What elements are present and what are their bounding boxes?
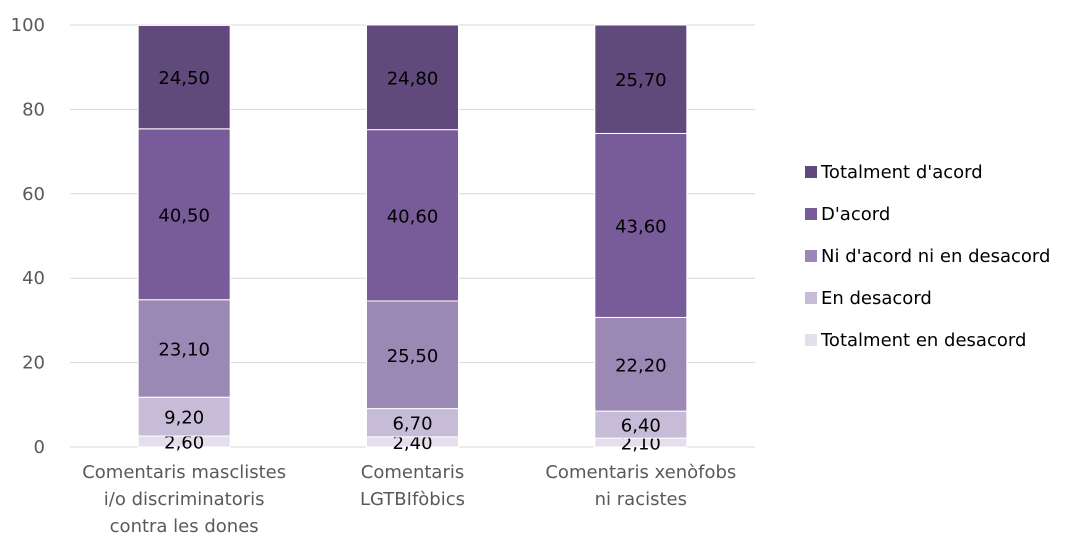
bar-segment	[594, 24, 688, 134]
legend-label: Ni d'acord ni en desacord	[821, 246, 1050, 267]
x-category-label: ni racistes	[595, 489, 687, 510]
bar-segment	[594, 132, 688, 318]
data-label: 24,80	[387, 68, 439, 89]
data-label: 23,10	[158, 339, 210, 360]
y-tick-label: 80	[22, 99, 45, 120]
legend-label: En desacord	[821, 288, 932, 309]
data-label: 6,70	[392, 414, 432, 435]
data-label: 9,20	[164, 408, 204, 429]
x-category-label: contra les dones	[110, 516, 259, 537]
bar-segment	[137, 24, 231, 130]
x-category-label: i/o discriminatoris	[104, 489, 265, 510]
y-tick-label: 20	[22, 353, 45, 374]
bar-segment	[366, 300, 459, 410]
bar-segment	[366, 24, 459, 131]
data-label: 22,20	[615, 355, 667, 376]
bar-segment	[137, 396, 231, 437]
bar-segment	[594, 316, 688, 412]
bar-segment	[366, 129, 459, 302]
legend-label: Totalment en desacord	[820, 330, 1026, 351]
y-tick-label: 60	[22, 184, 45, 205]
legend-label: D'acord	[821, 204, 890, 225]
legend-swatch	[805, 334, 817, 346]
data-label: 40,50	[158, 205, 210, 226]
legend-swatch	[805, 208, 817, 220]
data-label: 2,10	[621, 434, 661, 455]
legend-swatch	[805, 250, 817, 262]
data-label: 24,50	[158, 68, 210, 89]
y-tick-label: 100	[11, 15, 45, 36]
legend-label: Totalment d'acord	[820, 162, 983, 183]
data-label: 43,60	[615, 216, 667, 237]
x-category-label: Comentaris masclistes	[82, 462, 286, 483]
x-category-label: LGTBIfòbics	[360, 489, 465, 510]
bar-segment	[594, 410, 688, 439]
bar-segment	[366, 408, 459, 438]
data-label: 2,40	[392, 433, 432, 454]
x-category-label: Comentaris xenòfobs	[545, 462, 736, 483]
data-label: 2,60	[164, 433, 204, 454]
y-tick-label: 0	[34, 437, 45, 458]
legend-swatch	[805, 292, 817, 304]
data-label: 6,40	[621, 416, 661, 437]
y-tick-label: 40	[22, 268, 45, 289]
data-label: 40,60	[387, 206, 439, 227]
legend-swatch	[805, 166, 817, 178]
x-category-label: Comentaris	[361, 462, 464, 483]
data-label: 25,70	[615, 70, 667, 91]
data-label: 25,50	[387, 346, 439, 367]
